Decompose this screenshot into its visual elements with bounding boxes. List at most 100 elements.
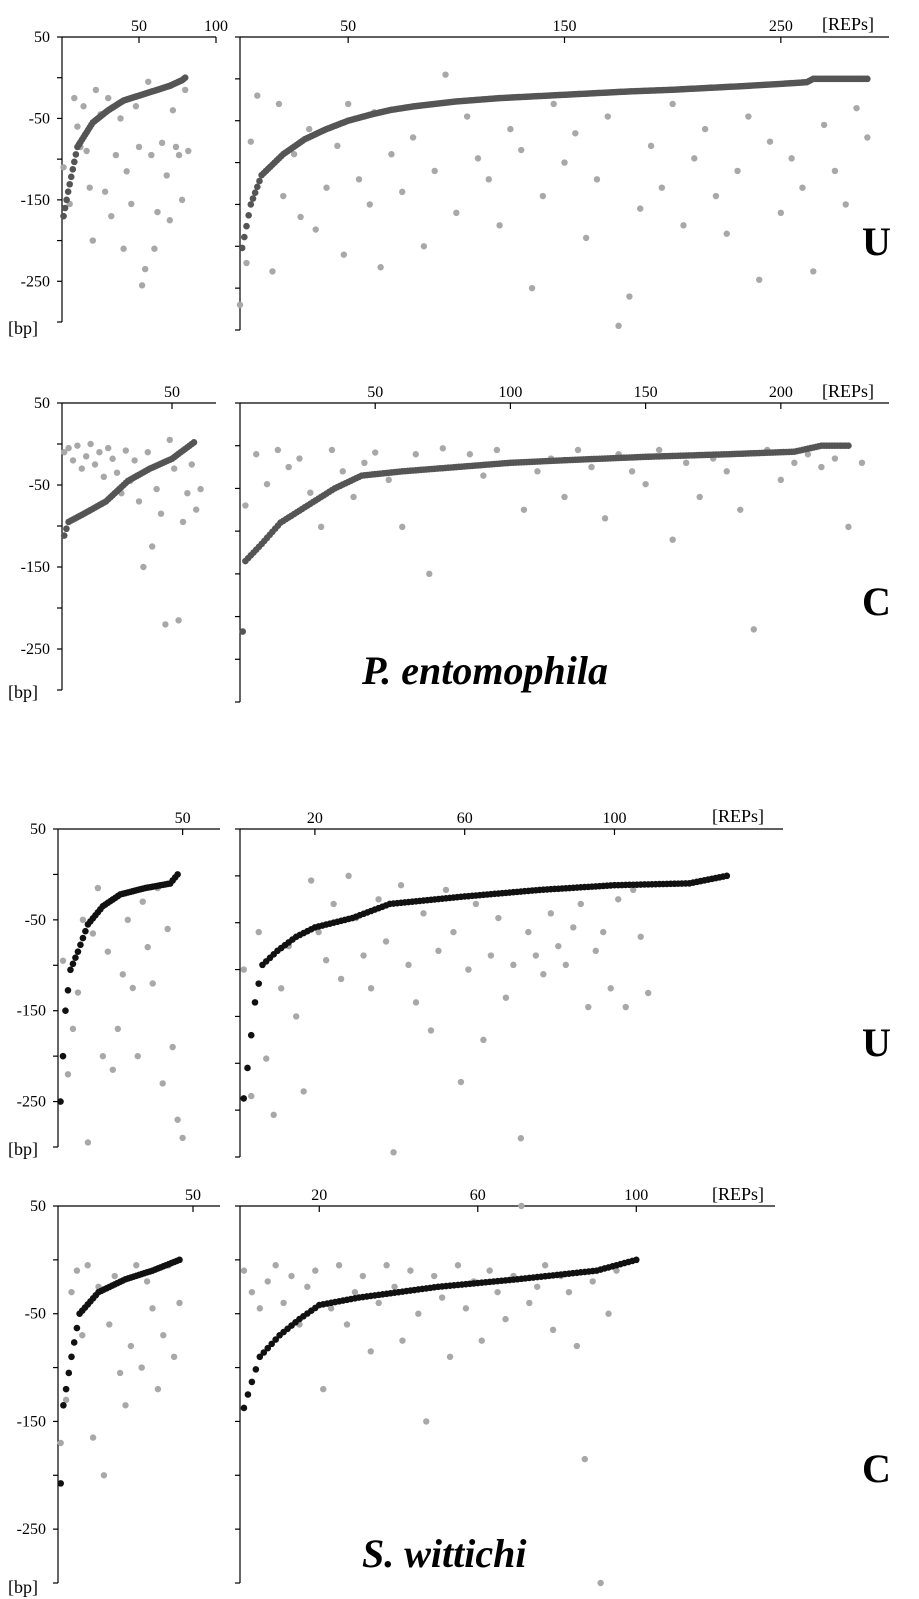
scatter-point — [122, 1402, 129, 1409]
scatter-point — [101, 188, 109, 195]
scatter-point — [435, 947, 442, 955]
sorted-point — [240, 1095, 248, 1102]
scatter-point — [397, 882, 405, 889]
scatter-point — [420, 910, 427, 917]
y-tick-label: 50 — [30, 821, 46, 838]
sorted-point — [72, 954, 79, 962]
scatter-point — [680, 222, 687, 229]
scatter-point — [360, 952, 367, 959]
y-tick-label: -50 — [29, 477, 50, 494]
scatter-point — [256, 1305, 264, 1312]
scatter-point — [300, 1088, 307, 1095]
scatter-point — [296, 455, 303, 462]
sorted-point — [239, 628, 247, 635]
x-tick-label: 50 — [367, 384, 383, 401]
scatter-point — [327, 1305, 335, 1312]
scatter-point — [119, 971, 127, 978]
y-tick-label: -250 — [17, 1094, 46, 1111]
scatter-point — [134, 1052, 141, 1060]
scatter-point — [185, 147, 192, 155]
scatter-point — [172, 143, 180, 151]
sorted-point — [63, 525, 70, 533]
scatter-point — [420, 243, 428, 250]
sorted-point — [62, 1385, 70, 1393]
scatter-point — [116, 1369, 124, 1377]
scatter-point — [737, 506, 744, 513]
scatter-point — [465, 966, 472, 973]
scatter-point — [84, 1139, 92, 1146]
scatter-point — [163, 172, 170, 179]
scatter-point — [415, 1310, 422, 1317]
scatter-point — [601, 515, 609, 522]
sorted-point — [238, 244, 246, 252]
scatter-point — [385, 476, 392, 484]
x-tick-label: 50 — [185, 1187, 201, 1204]
y-tick-label: 50 — [34, 29, 50, 46]
sorted-point — [723, 872, 731, 880]
sorted-point — [79, 934, 87, 942]
sorted-point — [632, 1256, 640, 1264]
scatter-point — [290, 151, 298, 158]
scatter-point — [247, 138, 255, 145]
scatter-point — [254, 92, 261, 99]
scatter-point — [139, 898, 146, 905]
scatter-point — [626, 293, 633, 300]
scatter-point — [350, 493, 357, 501]
scatter-point — [114, 1025, 122, 1033]
scatter-point — [550, 100, 557, 108]
scatter-point — [124, 916, 131, 924]
sorted-point — [60, 212, 67, 220]
scatter-point — [149, 980, 156, 987]
sorted-point — [174, 871, 181, 878]
row-label-1: U — [862, 219, 891, 264]
scatter-point — [89, 930, 97, 937]
sorted-point — [67, 966, 74, 974]
scatter-point — [658, 184, 666, 191]
scatter-point — [438, 1294, 446, 1301]
y-tick-label: -150 — [21, 559, 50, 576]
scatter-point — [57, 1439, 64, 1447]
sorted-point — [247, 201, 255, 208]
scatter-point — [274, 446, 282, 454]
scatter-point — [777, 209, 785, 216]
scatter-point — [343, 1321, 351, 1328]
scatter-point — [69, 457, 77, 464]
sorted-point — [71, 158, 78, 166]
scatter-point — [766, 138, 774, 145]
scatter-point — [135, 143, 143, 151]
scatter-point — [399, 523, 406, 531]
scatter-point — [113, 469, 121, 476]
scatter-point — [243, 259, 250, 267]
scatter-point — [723, 468, 730, 475]
scatter-point — [174, 1116, 181, 1123]
sorted-point — [68, 1353, 75, 1361]
x-tick-label: 150 — [553, 18, 577, 35]
scatter-point — [597, 1579, 604, 1587]
scatter-point — [143, 1278, 151, 1285]
scatter-point — [539, 192, 547, 200]
scatter-point — [59, 957, 67, 964]
scatter-point — [240, 1267, 248, 1274]
scatter-point — [745, 113, 752, 120]
sorted-point — [243, 222, 250, 230]
sorted-point — [252, 1366, 260, 1373]
scatter-point — [510, 961, 517, 969]
scatter-point — [820, 121, 828, 129]
scatter-point — [669, 536, 676, 543]
scatter-point — [193, 506, 200, 513]
scatter-point — [518, 1202, 525, 1210]
scatter-point — [607, 985, 614, 992]
scatter-point — [450, 928, 457, 936]
scatter-point — [526, 1299, 533, 1307]
scatter-point — [263, 480, 271, 488]
scatter-point — [94, 884, 102, 892]
scatter-point — [344, 100, 352, 108]
scatter-point — [472, 900, 480, 908]
scatter-point — [160, 1332, 167, 1339]
x-unit-label-4: [REPs] — [712, 1184, 764, 1204]
scatter-point — [487, 952, 495, 959]
scatter-point — [60, 449, 68, 456]
scatter-point — [540, 971, 547, 978]
scatter-point — [502, 994, 510, 1001]
scatter-point — [457, 1078, 465, 1086]
